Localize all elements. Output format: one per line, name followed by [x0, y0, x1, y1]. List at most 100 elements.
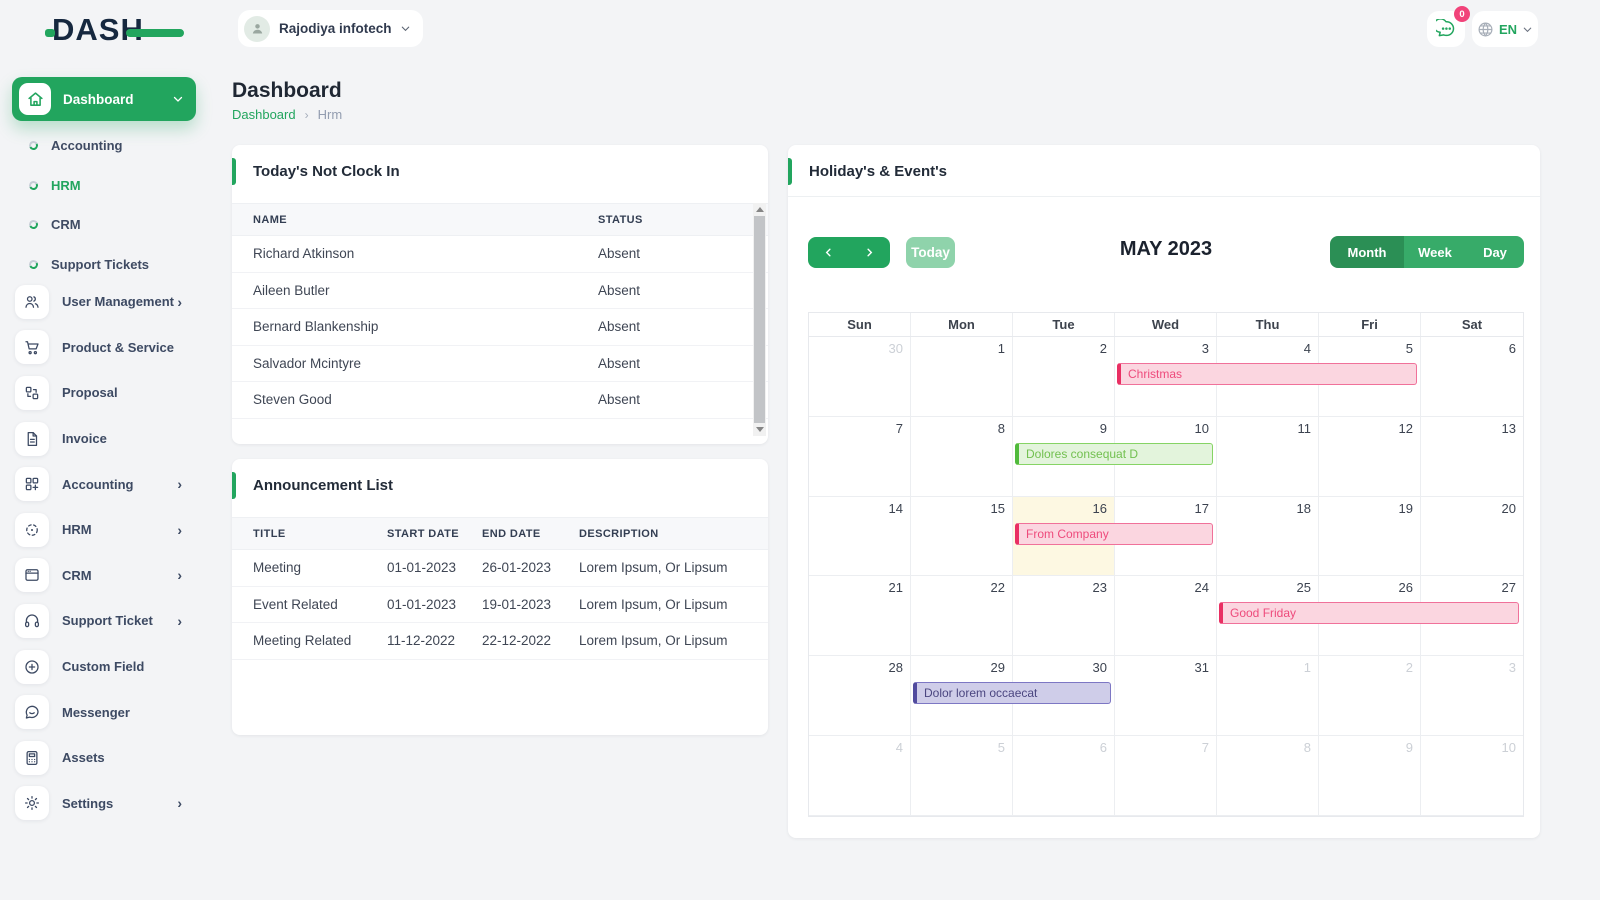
- chevron-right-icon: ›: [177, 293, 182, 310]
- today-button[interactable]: Today: [906, 237, 955, 268]
- scroll-down-button[interactable]: [753, 423, 766, 436]
- calendar-day-cell[interactable]: 7: [1115, 735, 1217, 816]
- table-header: TITLE START DATE END DATE DESCRIPTION: [232, 517, 768, 550]
- calendar-day-cell[interactable]: 5: [1319, 337, 1421, 417]
- day-number: 8: [1303, 739, 1311, 755]
- calendar-day-cell[interactable]: 12: [1319, 416, 1421, 497]
- calendar-day-cell[interactable]: 10: [1115, 416, 1217, 497]
- calendar-day-cell[interactable]: 23: [1013, 576, 1115, 657]
- day-number: 9: [1099, 420, 1107, 436]
- app-logo[interactable]: DASH: [45, 12, 184, 52]
- calendar-day-cell[interactable]: 30: [1013, 656, 1115, 736]
- calendar-day-cell[interactable]: 20: [1421, 497, 1523, 577]
- sidebar-subitem-support-tickets[interactable]: Support Tickets: [0, 245, 208, 285]
- calendar-day-cell[interactable]: 8: [1217, 735, 1319, 816]
- day-header: Mon: [911, 313, 1013, 336]
- prev-month-button[interactable]: [808, 237, 849, 268]
- messages-button[interactable]: 0: [1427, 6, 1470, 47]
- table-cell: Absent: [598, 319, 641, 334]
- sidebar-item-assets[interactable]: Assets: [0, 735, 208, 781]
- sidebar-item-user-management[interactable]: User Management ›: [0, 279, 208, 325]
- sidebar-item-settings[interactable]: Settings ›: [0, 781, 208, 827]
- card-title: Today's Not Clock In: [253, 163, 400, 180]
- calendar-day-cell[interactable]: 19: [1319, 496, 1421, 577]
- sidebar-item-product-service[interactable]: Product & Service: [0, 325, 208, 371]
- plus-circle-icon: [15, 649, 49, 684]
- card-accent: [788, 158, 792, 185]
- sidebar-item-label: Messenger: [62, 704, 130, 720]
- logo-accent-dot: [45, 29, 55, 37]
- calendar-event[interactable]: From Company: [1015, 522, 1213, 545]
- calendar-day-cell[interactable]: 3: [1421, 656, 1523, 736]
- view-button-day[interactable]: Day: [1466, 236, 1524, 268]
- day-number: 18: [1296, 500, 1311, 516]
- day-number: 9: [1405, 739, 1413, 755]
- view-button-month[interactable]: Month: [1330, 236, 1404, 268]
- table-cell: 01-01-2023: [387, 560, 457, 575]
- table-cell: 01-01-2023: [387, 596, 457, 612]
- calendar-event[interactable]: Good Friday: [1219, 602, 1519, 625]
- scroll-up-button[interactable]: [753, 203, 766, 216]
- calendar-day-cell[interactable]: 30: [809, 337, 911, 417]
- calendar-day-cell[interactable]: 31: [1115, 656, 1217, 736]
- sidebar-item-invoice[interactable]: Invoice: [0, 416, 208, 462]
- calendar-day-cell[interactable]: 11: [1217, 416, 1319, 497]
- sidebar-item-crm[interactable]: CRM ›: [0, 553, 208, 599]
- calendar-event[interactable]: Dolor lorem occaecat: [913, 682, 1111, 705]
- calendar-day-cell[interactable]: 6: [1013, 735, 1115, 816]
- calendar-day-cell[interactable]: 13: [1421, 417, 1523, 497]
- breadcrumb-root-link[interactable]: Dashboard: [232, 107, 296, 122]
- day-header: Wed: [1115, 313, 1217, 336]
- calendar-day-cell[interactable]: 9: [1319, 735, 1421, 816]
- calendar-day-cell[interactable]: 22: [911, 576, 1013, 657]
- calendar-day-cell[interactable]: 27: [1421, 576, 1523, 657]
- calendar-day-cell[interactable]: 5: [911, 735, 1013, 816]
- calendar-day-cell[interactable]: 14: [809, 496, 911, 577]
- calendar-event[interactable]: Christmas: [1117, 363, 1417, 385]
- sidebar-item-messenger[interactable]: Messenger: [0, 689, 208, 735]
- calendar-day-cell[interactable]: 8: [911, 416, 1013, 497]
- sidebar-item-accounting[interactable]: Accounting ›: [0, 461, 208, 507]
- calendar-day-cell[interactable]: 18: [1217, 496, 1319, 577]
- sidebar-item-custom-field[interactable]: Custom Field: [0, 644, 208, 690]
- bullet-icon: [27, 139, 40, 152]
- sidebar-item-support-ticket[interactable]: Support Ticket ›: [0, 598, 208, 644]
- day-number: 6: [1508, 341, 1516, 356]
- calendar-day-cell[interactable]: 17: [1115, 496, 1217, 577]
- view-button-week[interactable]: Week: [1404, 236, 1466, 268]
- calendar-day-cell[interactable]: 6: [1421, 337, 1523, 417]
- table-body: Richard Atkinson Absent Aileen Butler Absen…: [232, 236, 768, 419]
- calendar-day-cell[interactable]: 28: [809, 656, 911, 736]
- home-icon: [19, 83, 51, 115]
- calendar-day-cell[interactable]: 24: [1115, 576, 1217, 657]
- calendar-day-cell[interactable]: 2: [1013, 337, 1115, 417]
- table-cell: Absent: [598, 355, 641, 371]
- sidebar-subitem-crm[interactable]: CRM: [0, 205, 208, 245]
- calendar-day-cell[interactable]: 2: [1319, 656, 1421, 736]
- day-number: 4: [1303, 341, 1311, 356]
- day-number: 30: [888, 341, 903, 356]
- calendar-day-cell[interactable]: 1: [911, 337, 1013, 417]
- calendar-day-cell[interactable]: 7: [809, 416, 911, 497]
- scrollbar-thumb[interactable]: [754, 216, 765, 423]
- sidebar-item-hrm[interactable]: HRM ›: [0, 507, 208, 553]
- day-header: Fri: [1319, 313, 1421, 336]
- notification-badge: 0: [1454, 6, 1470, 22]
- next-month-button[interactable]: [849, 237, 890, 268]
- calendar-day-cell[interactable]: 21: [809, 576, 911, 657]
- sidebar-subitem-hrm[interactable]: HRM: [0, 166, 208, 206]
- company-selector[interactable]: Rajodiya infotech: [238, 10, 423, 47]
- sidebar-item-proposal[interactable]: Proposal: [0, 370, 208, 416]
- chat-icon: [15, 695, 49, 730]
- sidebar-item-dashboard[interactable]: Dashboard: [12, 77, 196, 121]
- language-selector[interactable]: EN: [1472, 11, 1538, 47]
- sidebar-subitem-accounting[interactable]: Accounting: [0, 126, 208, 166]
- calendar-day-cell[interactable]: 15: [911, 496, 1013, 577]
- calendar-day-cell[interactable]: 1: [1217, 656, 1319, 736]
- calendar-event[interactable]: Dolores consequat D: [1015, 442, 1213, 465]
- day-number: 28: [888, 660, 903, 676]
- table-scrollbar[interactable]: [753, 203, 766, 436]
- sidebar-item-label: Custom Field: [62, 659, 145, 675]
- calendar-day-cell[interactable]: 4: [809, 735, 911, 816]
- calendar-day-cell[interactable]: 10: [1421, 736, 1523, 816]
